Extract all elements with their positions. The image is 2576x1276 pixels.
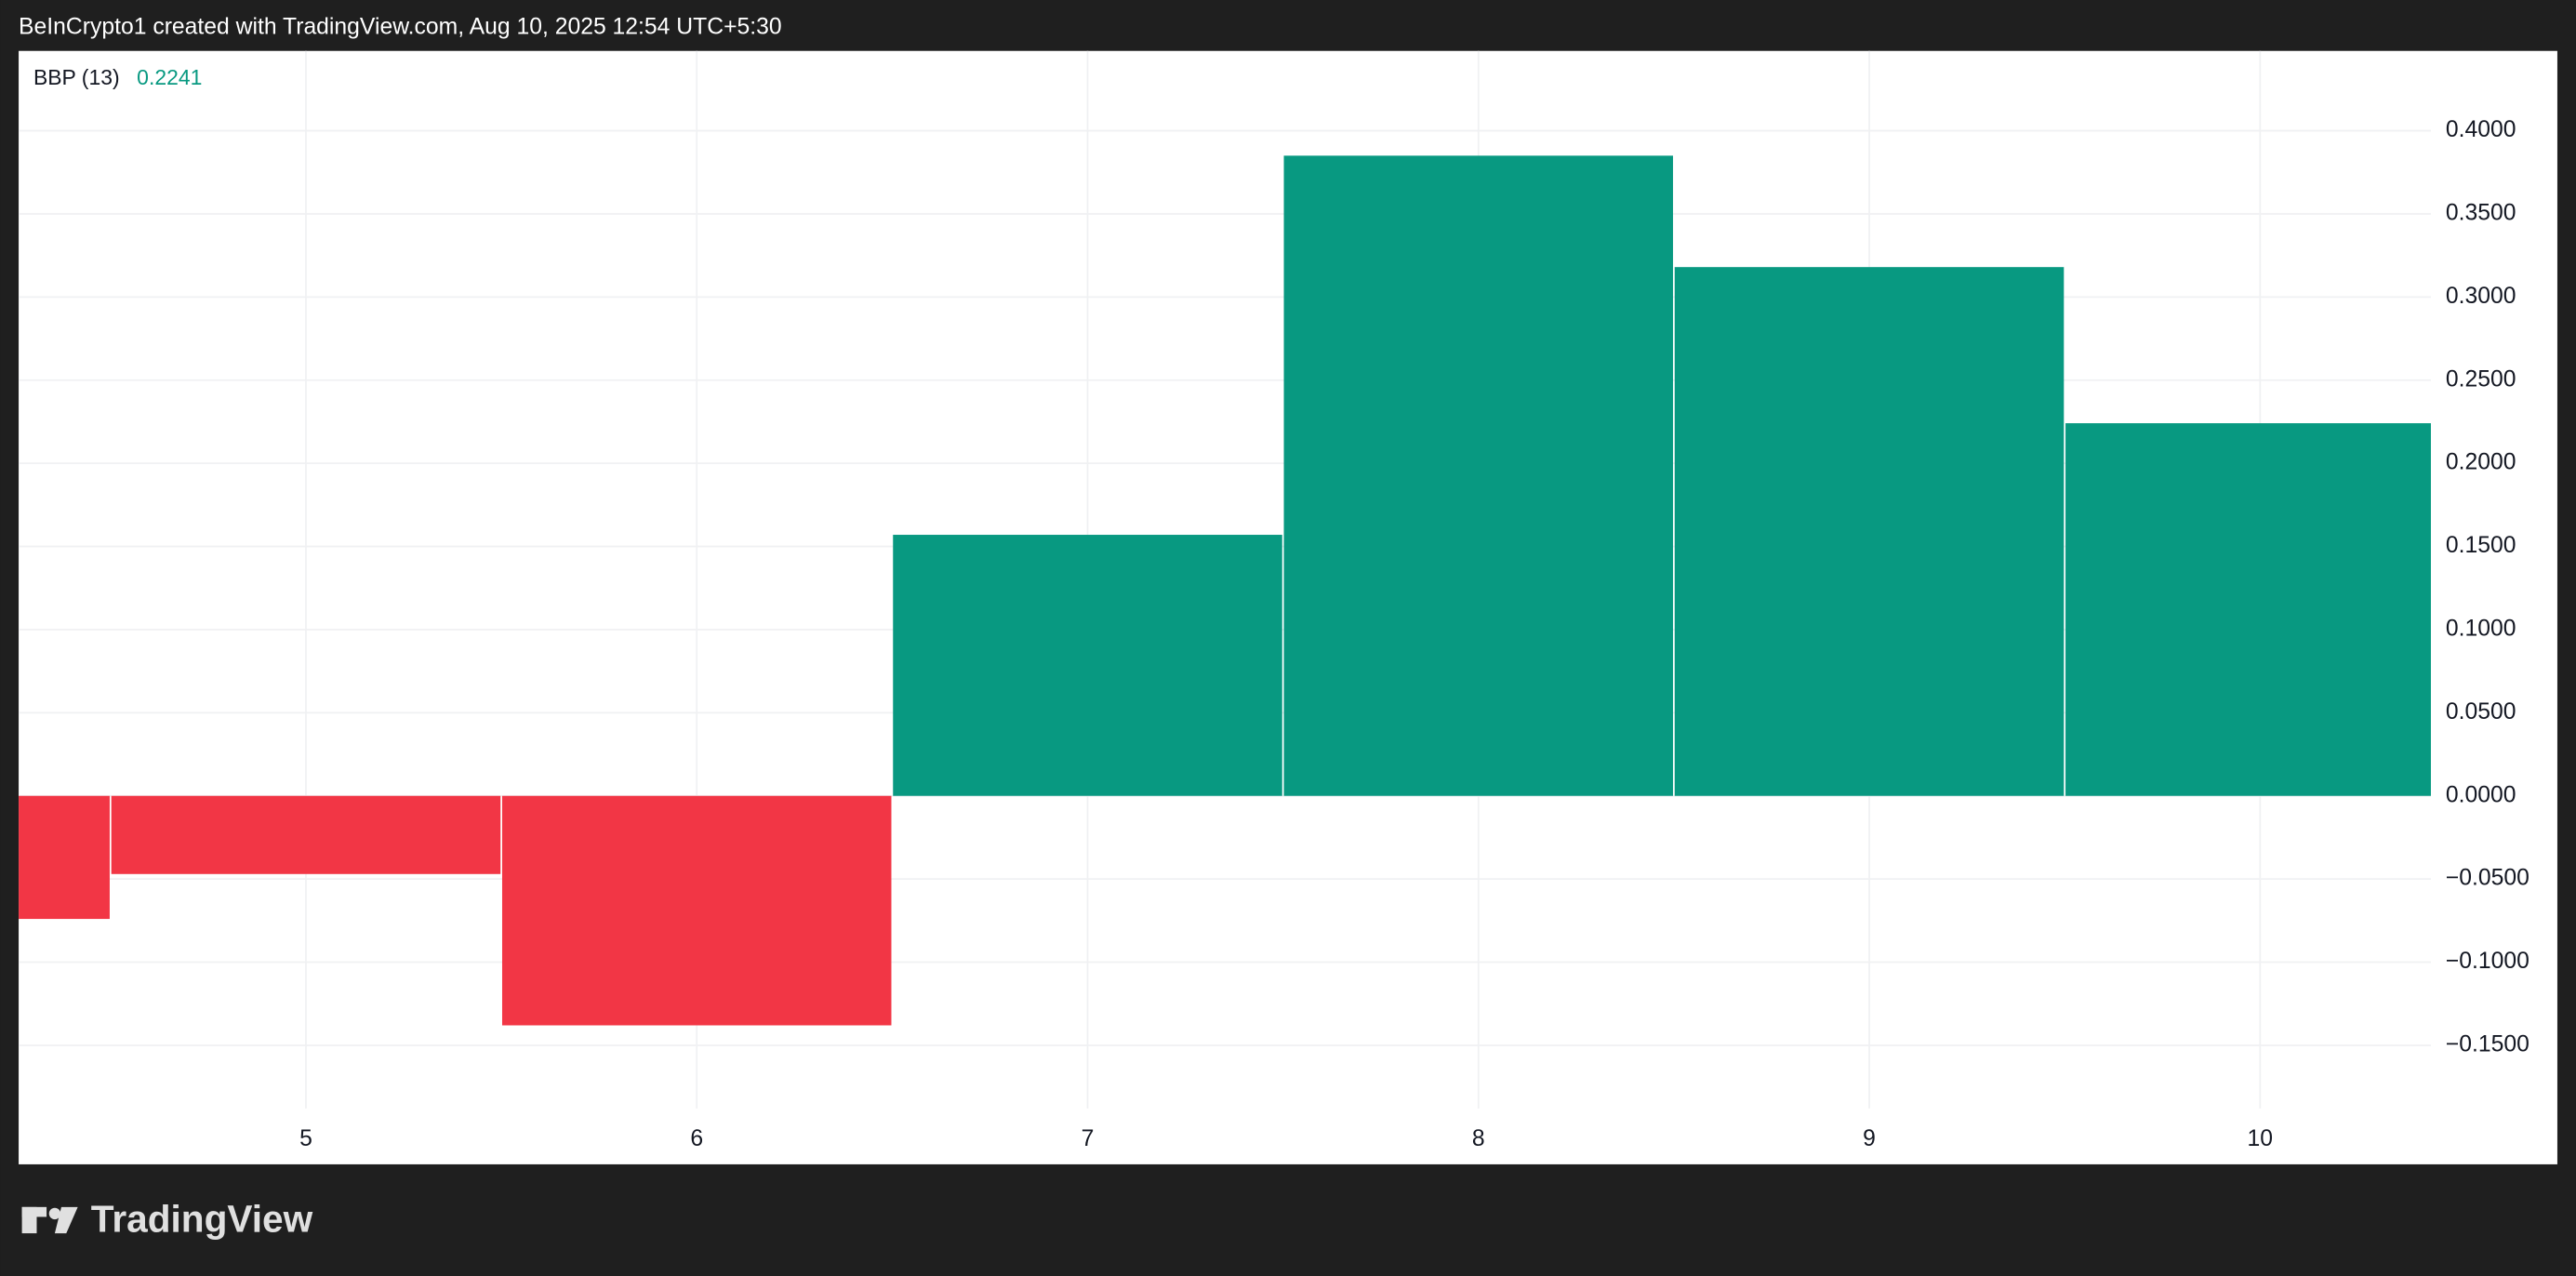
x-tick-label: 6 [690, 1126, 703, 1151]
y-tick-label: 0.1000 [2446, 616, 2516, 641]
logo-mark [21, 1206, 47, 1217]
bar [2065, 423, 2431, 796]
x-tick-label: 10 [2248, 1126, 2274, 1151]
bars [19, 155, 2431, 1026]
y-tick-label: −0.0500 [2446, 866, 2530, 891]
y-tick-label: 0.0500 [2446, 699, 2516, 724]
legend-name: BBP (13) [33, 65, 120, 89]
bar [19, 795, 110, 920]
y-tick-label: 0.1500 [2446, 533, 2516, 558]
y-tick-label: 0.4000 [2446, 117, 2516, 142]
bar [111, 795, 501, 874]
y-tick-label: 0.0000 [2446, 782, 2516, 807]
bar [1674, 267, 2065, 796]
logo-mark [54, 1206, 78, 1234]
x-tick-label: 5 [299, 1126, 312, 1151]
logo: TradingView [21, 1197, 313, 1240]
x-tick-label: 8 [1472, 1126, 1485, 1151]
y-tick-label: −0.1000 [2446, 949, 2530, 974]
bar [893, 535, 1282, 796]
y-tick-label: 0.3000 [2446, 284, 2516, 309]
legend-value: 0.2241 [137, 65, 202, 89]
x-tick-label: 7 [1082, 1126, 1095, 1151]
y-tick-label: 0.3500 [2446, 200, 2516, 225]
bar [1283, 155, 1674, 796]
y-tick-label: −0.1500 [2446, 1031, 2530, 1057]
bar [501, 795, 892, 1026]
header: BeInCrypto1 created with TradingView.com… [19, 15, 782, 40]
logo-text: TradingView [91, 1197, 313, 1240]
x-tick-label: 9 [1863, 1126, 1876, 1151]
labels: −0.1500 −0.1000 −0.0500 0.0000 0.0500 0.1000 0… [137, 65, 2530, 1151]
y-tick-label: 0.2000 [2446, 450, 2516, 475]
logo-mark [48, 1207, 61, 1220]
y-tick-label: 0.2500 [2446, 366, 2516, 392]
